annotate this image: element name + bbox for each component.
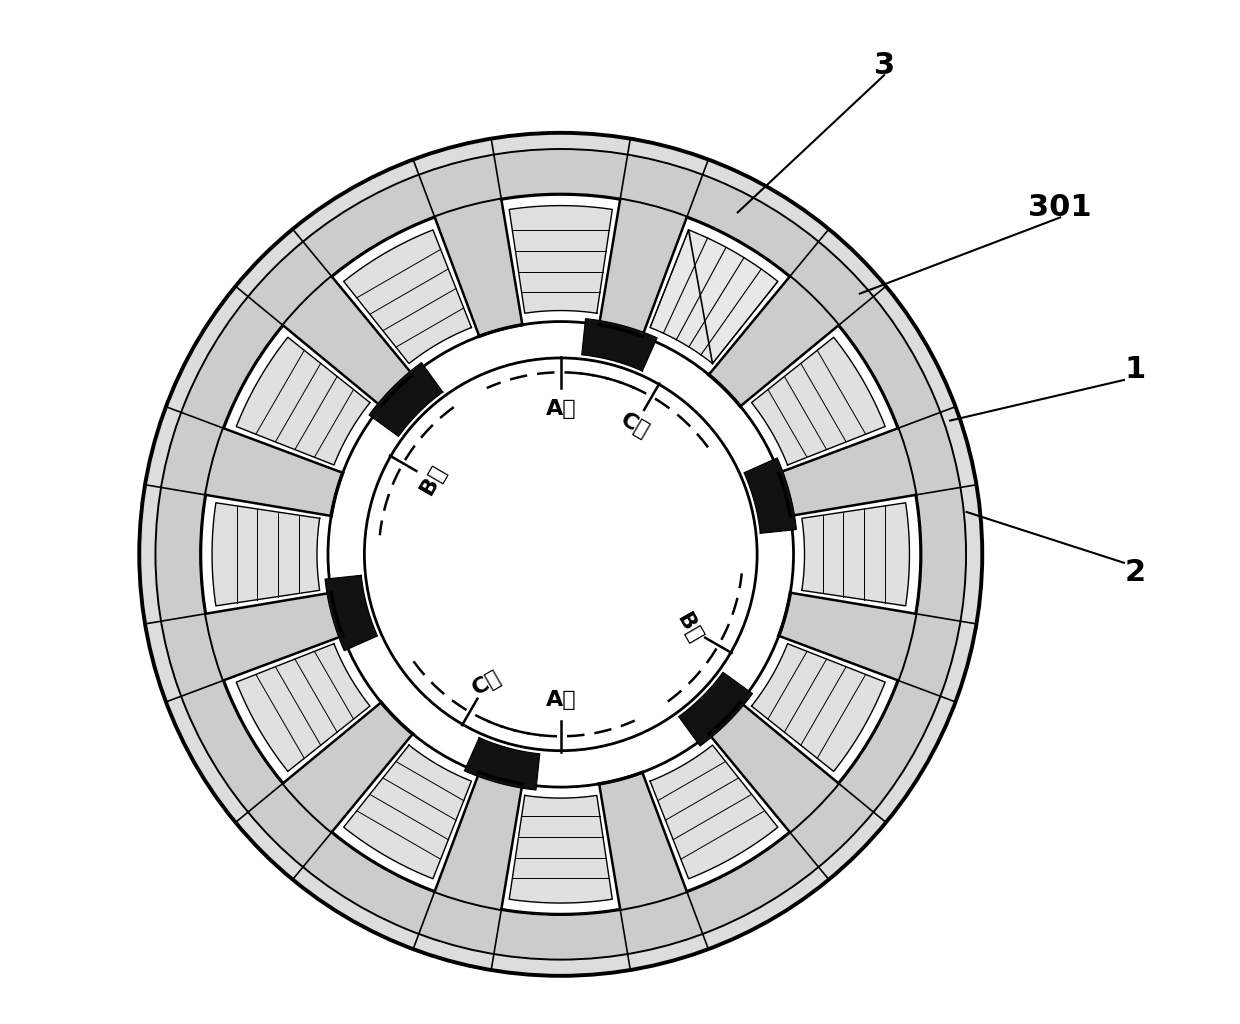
Polygon shape [237,644,370,771]
Text: 1: 1 [1125,355,1146,384]
Wedge shape [155,148,967,961]
Polygon shape [464,737,539,790]
Polygon shape [501,195,620,325]
Polygon shape [325,575,377,650]
Text: A相: A相 [546,398,577,419]
Polygon shape [744,458,796,534]
Polygon shape [642,217,790,375]
Text: B相: B相 [673,610,706,646]
Text: B相: B相 [417,462,449,499]
Polygon shape [201,495,331,613]
Polygon shape [501,784,620,914]
Text: C相: C相 [469,667,505,698]
Polygon shape [343,745,471,879]
Polygon shape [751,644,885,771]
Polygon shape [582,318,657,371]
Polygon shape [740,326,898,473]
Circle shape [201,195,920,914]
Polygon shape [650,745,777,879]
Polygon shape [223,326,381,473]
Wedge shape [139,133,982,976]
Polygon shape [650,229,777,364]
Polygon shape [642,734,790,891]
Text: 301: 301 [1028,193,1092,222]
Polygon shape [751,337,885,465]
Text: A相: A相 [546,690,577,710]
Polygon shape [510,206,613,313]
Polygon shape [237,337,370,465]
Polygon shape [678,672,753,746]
Circle shape [329,322,794,787]
Polygon shape [510,796,613,903]
Polygon shape [343,229,471,364]
Polygon shape [332,734,479,891]
Polygon shape [790,495,920,613]
Polygon shape [212,503,320,606]
Text: 2: 2 [1125,558,1146,588]
Polygon shape [332,217,479,375]
Text: C相: C相 [618,410,652,442]
Polygon shape [370,362,443,436]
Polygon shape [223,636,381,783]
Circle shape [365,358,758,751]
Text: 3: 3 [873,50,894,80]
Polygon shape [740,636,898,783]
Polygon shape [802,503,909,606]
